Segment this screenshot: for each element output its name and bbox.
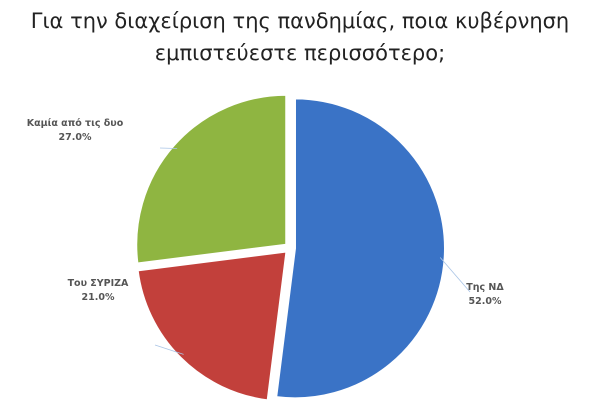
pie-slice	[136, 250, 288, 402]
slice-label: Του ΣΥΡΙΖΑ	[68, 278, 129, 289]
slice-value-label: 27.0%	[59, 132, 92, 143]
chart-title: εμπιστεύεστε περισσότερο;	[155, 41, 445, 65]
leader-line	[439, 257, 471, 293]
pie-slice	[135, 93, 288, 265]
pie-slice	[275, 97, 446, 400]
slice-label: Της ΝΔ	[466, 282, 504, 293]
leader-line	[154, 344, 184, 355]
slice-value-label: 21.0%	[82, 292, 115, 303]
slice-value-label: 52.0%	[469, 296, 502, 307]
slice-label: Καμία από τις δυο	[27, 118, 124, 129]
chart-title: Για την διαχείριση της πανδημίας, ποια κ…	[31, 9, 570, 33]
